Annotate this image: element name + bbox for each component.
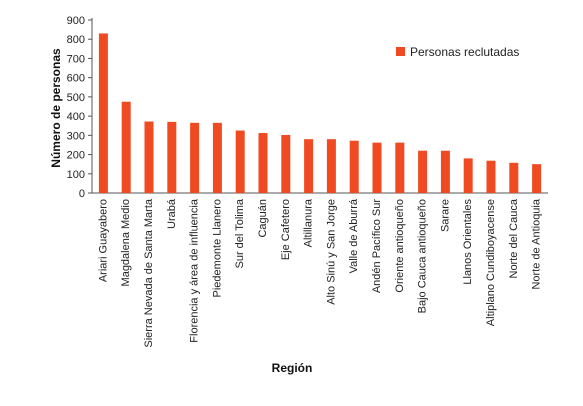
- y-tick-label: 100: [67, 169, 85, 181]
- bar: [212, 122, 222, 193]
- x-tick-label: Caguán: [257, 199, 269, 238]
- legend-swatch: [396, 47, 405, 56]
- x-tick-label: Sierra Nevada de Santa Marta: [143, 198, 155, 347]
- x-tick-label: Altillanura: [303, 198, 315, 247]
- bar: [258, 133, 268, 193]
- x-tick-label: Sarare: [439, 199, 451, 232]
- y-tick-label: 0: [79, 188, 85, 200]
- y-tick-label: 900: [67, 15, 85, 27]
- x-tick-label: Urabá: [166, 198, 178, 229]
- y-tick-label: 200: [67, 150, 85, 162]
- x-tick-label: Llanos Orientales: [462, 199, 474, 285]
- x-tick-label: Ariari Guayabero: [97, 199, 109, 282]
- y-tick-label: 800: [67, 34, 85, 46]
- bar: [372, 142, 382, 193]
- bar: [144, 121, 154, 193]
- x-axis-title: Región: [272, 361, 313, 375]
- x-tick-label: Norte de Antioquia: [531, 198, 543, 289]
- bar: [509, 162, 519, 193]
- bar: [463, 158, 473, 193]
- y-tick-label: 500: [67, 92, 85, 104]
- y-tick-label: 300: [67, 130, 85, 142]
- x-tick-label: Magdalena Medio: [120, 199, 132, 286]
- bar: [395, 142, 405, 193]
- x-tick-label: Florencia y área de influencia: [189, 198, 201, 343]
- legend: Personas reclutadas: [396, 45, 519, 59]
- bar: [281, 134, 291, 193]
- bar: [326, 139, 336, 193]
- x-tick-label: Bajo Cauca antioqueño: [417, 199, 429, 313]
- y-tick-label: 700: [67, 53, 85, 65]
- x-tick-label: Altiplano Cundiboyacense: [485, 199, 497, 326]
- x-tick-label: Norte del Cauca: [508, 198, 520, 278]
- bar: [418, 150, 428, 193]
- y-axis-title: Número de personas: [49, 48, 63, 168]
- legend-label: Personas reclutadas: [410, 45, 519, 59]
- bars-group: [98, 33, 542, 194]
- bar: [235, 130, 245, 193]
- y-tick-label: 400: [67, 111, 85, 123]
- bar: [304, 139, 314, 193]
- bar: [440, 150, 450, 193]
- bar: [121, 101, 131, 193]
- x-tick-label: Sur del Tolima: [234, 198, 246, 268]
- bar: [98, 33, 108, 194]
- x-tick-label: Eje Cafetero: [280, 199, 292, 260]
- x-tick-label: Alto Sinú y San Jorge: [325, 199, 337, 305]
- bar: [532, 164, 542, 193]
- x-tick-label: Andén Pacífico Sur: [371, 199, 383, 294]
- x-tick-label: Valle de Aburrá: [348, 198, 360, 273]
- bar: [349, 140, 359, 193]
- y-tick-label: 600: [67, 73, 85, 85]
- x-tick-label: Piedemonte Llanero: [211, 199, 223, 297]
- bar: [486, 160, 496, 193]
- bar: [167, 121, 177, 193]
- bar: [190, 122, 200, 193]
- x-tick-label: Oriente antioqueño: [394, 199, 406, 293]
- x-axis-labels: Ariari Guayabero Magdalena Medio Sierra Ne…: [97, 198, 542, 347]
